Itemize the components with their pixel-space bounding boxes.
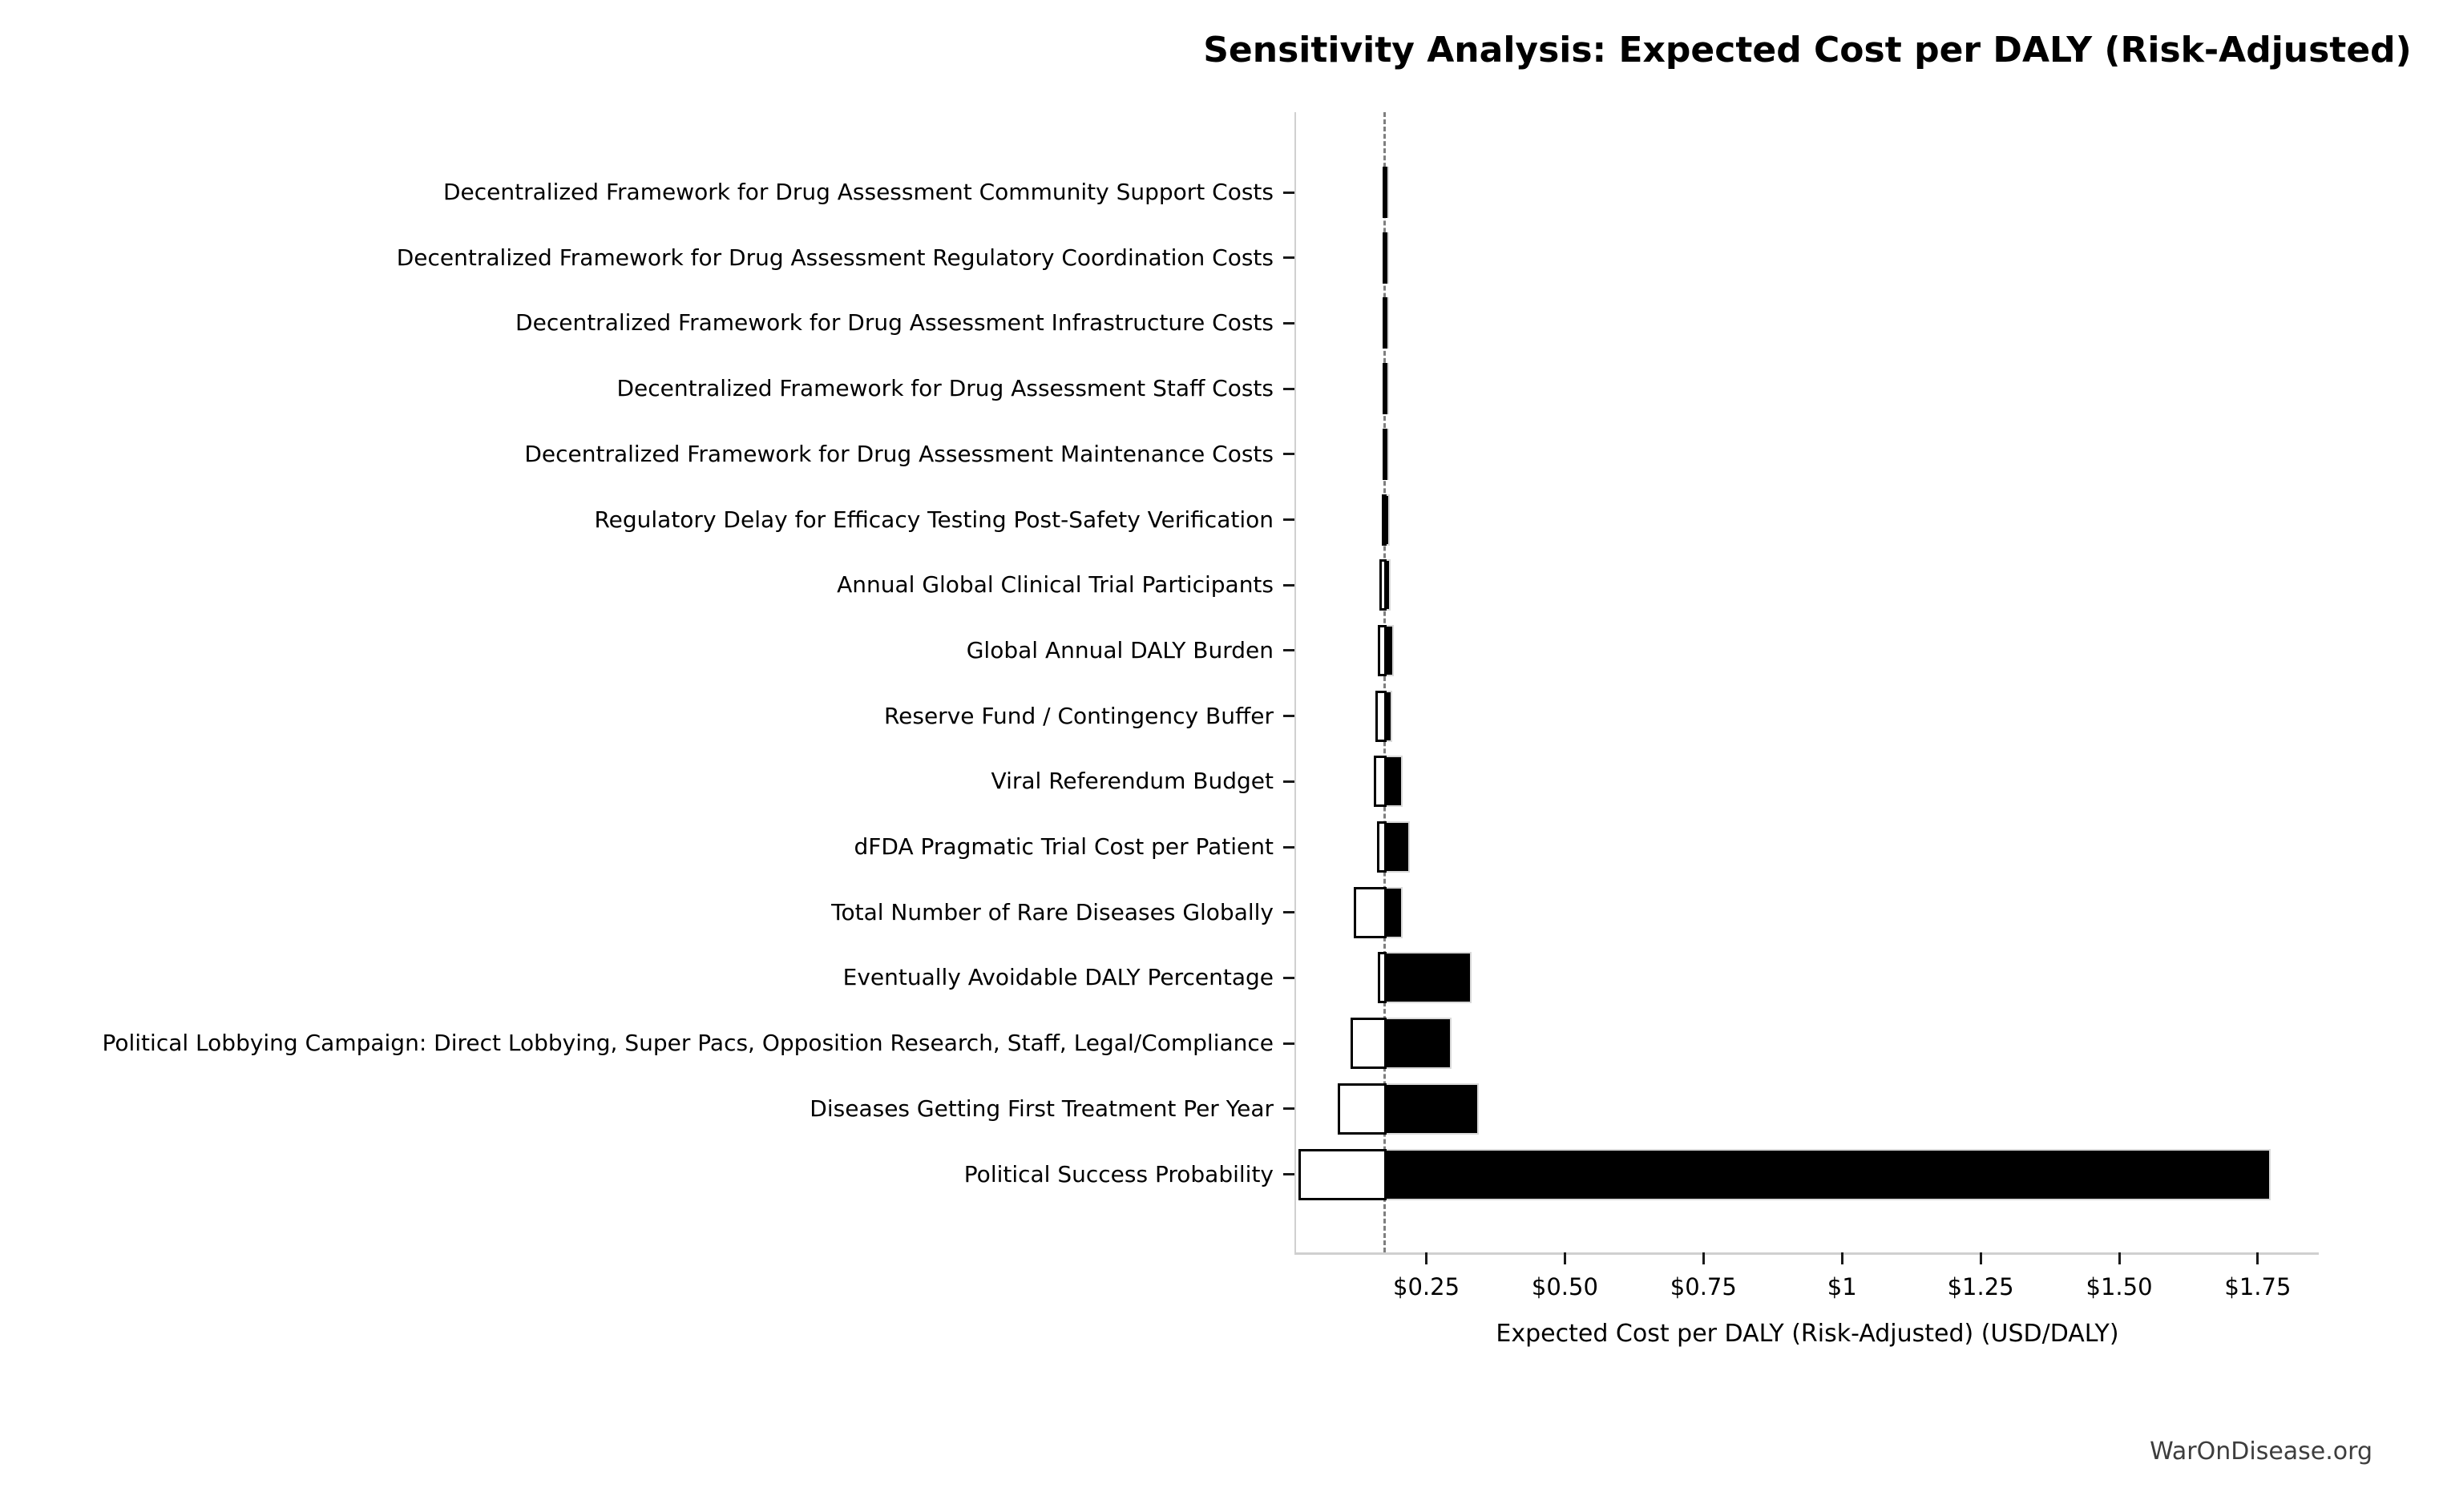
y-tick-mark — [1283, 649, 1294, 652]
y-tick-mark — [1283, 256, 1294, 260]
y-tick-mark — [1283, 715, 1294, 718]
bar-high — [1384, 1148, 2271, 1200]
bar-high — [1384, 886, 1403, 938]
bar-low — [1375, 690, 1387, 742]
y-axis-label: Decentralized Framework for Drug Assessm… — [515, 309, 1274, 337]
y-tick-mark — [1283, 1042, 1294, 1045]
bar-low — [1337, 1083, 1387, 1135]
y-axis-label: Viral Referendum Budget — [991, 768, 1274, 795]
y-axis-label: Political Success Probability — [963, 1160, 1274, 1187]
y-tick-mark — [1283, 845, 1294, 849]
chart-title: Sensitivity Analysis: Expected Cost per … — [1203, 30, 2412, 71]
x-tick-label: $1.50 — [2086, 1273, 2153, 1300]
x-tick-mark — [2256, 1252, 2259, 1264]
bar-low — [1373, 756, 1387, 808]
bar-low — [1382, 363, 1387, 415]
y-axis-label: Political Lobbying Campaign: Direct Lobb… — [102, 1030, 1274, 1057]
y-tick-mark — [1283, 321, 1294, 325]
bar-high — [1384, 1018, 1452, 1070]
y-tick-mark — [1283, 780, 1294, 783]
x-axis-spine — [1294, 1252, 2319, 1255]
y-tick-mark — [1283, 191, 1294, 194]
bar-low — [1378, 952, 1387, 1004]
x-tick-label: $0.25 — [1393, 1273, 1460, 1300]
bar-high — [1384, 821, 1411, 873]
bar-low — [1298, 1148, 1387, 1200]
y-tick-mark — [1283, 387, 1294, 390]
x-tick-mark — [2118, 1252, 2121, 1264]
y-axis-spine — [1294, 112, 1296, 1252]
y-tick-mark — [1283, 1107, 1294, 1111]
y-axis-label: Global Annual DALY Burden — [966, 636, 1274, 663]
y-axis-label: Decentralized Framework for Drug Assessm… — [443, 179, 1274, 205]
bar-low — [1353, 886, 1387, 938]
x-tick-label: $0.50 — [1531, 1273, 1598, 1300]
y-tick-mark — [1283, 583, 1294, 587]
bar-low — [1350, 1018, 1387, 1070]
x-tick-label: $1.75 — [2224, 1273, 2292, 1300]
y-tick-mark — [1283, 453, 1294, 456]
bar-high — [1384, 1083, 1479, 1135]
y-axis-label: Diseases Getting First Treatment Per Yea… — [810, 1095, 1274, 1122]
x-tick-label: $1.25 — [1947, 1273, 2014, 1300]
bar-low — [1382, 232, 1387, 284]
bar-high — [1384, 756, 1403, 808]
y-axis-label: Regulatory Delay for Efficacy Testing Po… — [594, 506, 1274, 533]
x-tick-mark — [1425, 1252, 1428, 1264]
bar-low — [1382, 428, 1387, 480]
watermark-text: WarOnDisease.org — [2150, 1437, 2372, 1466]
y-axis-label: Reserve Fund / Contingency Buffer — [883, 702, 1274, 729]
bar-low — [1377, 624, 1387, 676]
x-tick-mark — [1840, 1252, 1843, 1264]
x-tick-mark — [1702, 1252, 1705, 1264]
x-axis-label: Expected Cost per DALY (Risk-Adjusted) (… — [1496, 1320, 2119, 1348]
bar-low — [1382, 167, 1387, 218]
x-tick-label: $0.75 — [1670, 1273, 1737, 1300]
y-axis-label: Decentralized Framework for Drug Assessm… — [616, 375, 1274, 402]
baseline-dashed-line — [1383, 112, 1387, 1252]
y-tick-mark — [1283, 976, 1294, 979]
y-axis-label: Decentralized Framework for Drug Assessm… — [396, 244, 1274, 271]
y-tick-mark — [1283, 911, 1294, 914]
bar-low — [1382, 297, 1387, 349]
y-axis-label: Total Number of Rare Diseases Globally — [831, 898, 1274, 925]
y-tick-mark — [1283, 1173, 1294, 1175]
bar-low — [1381, 494, 1387, 546]
x-tick-mark — [1563, 1252, 1566, 1264]
y-axis-label: Decentralized Framework for Drug Assessm… — [524, 440, 1274, 467]
bar-low — [1376, 821, 1387, 873]
x-tick-label: $1 — [1827, 1273, 1857, 1300]
bar-low — [1379, 559, 1387, 611]
y-axis-label: Annual Global Clinical Trial Participant… — [837, 571, 1274, 599]
x-tick-mark — [1979, 1252, 1982, 1264]
bar-high — [1384, 952, 1472, 1004]
y-axis-label: Eventually Avoidable DALY Percentage — [842, 964, 1274, 991]
y-axis-label: dFDA Pragmatic Trial Cost per Patient — [854, 833, 1274, 860]
y-tick-mark — [1283, 518, 1294, 521]
